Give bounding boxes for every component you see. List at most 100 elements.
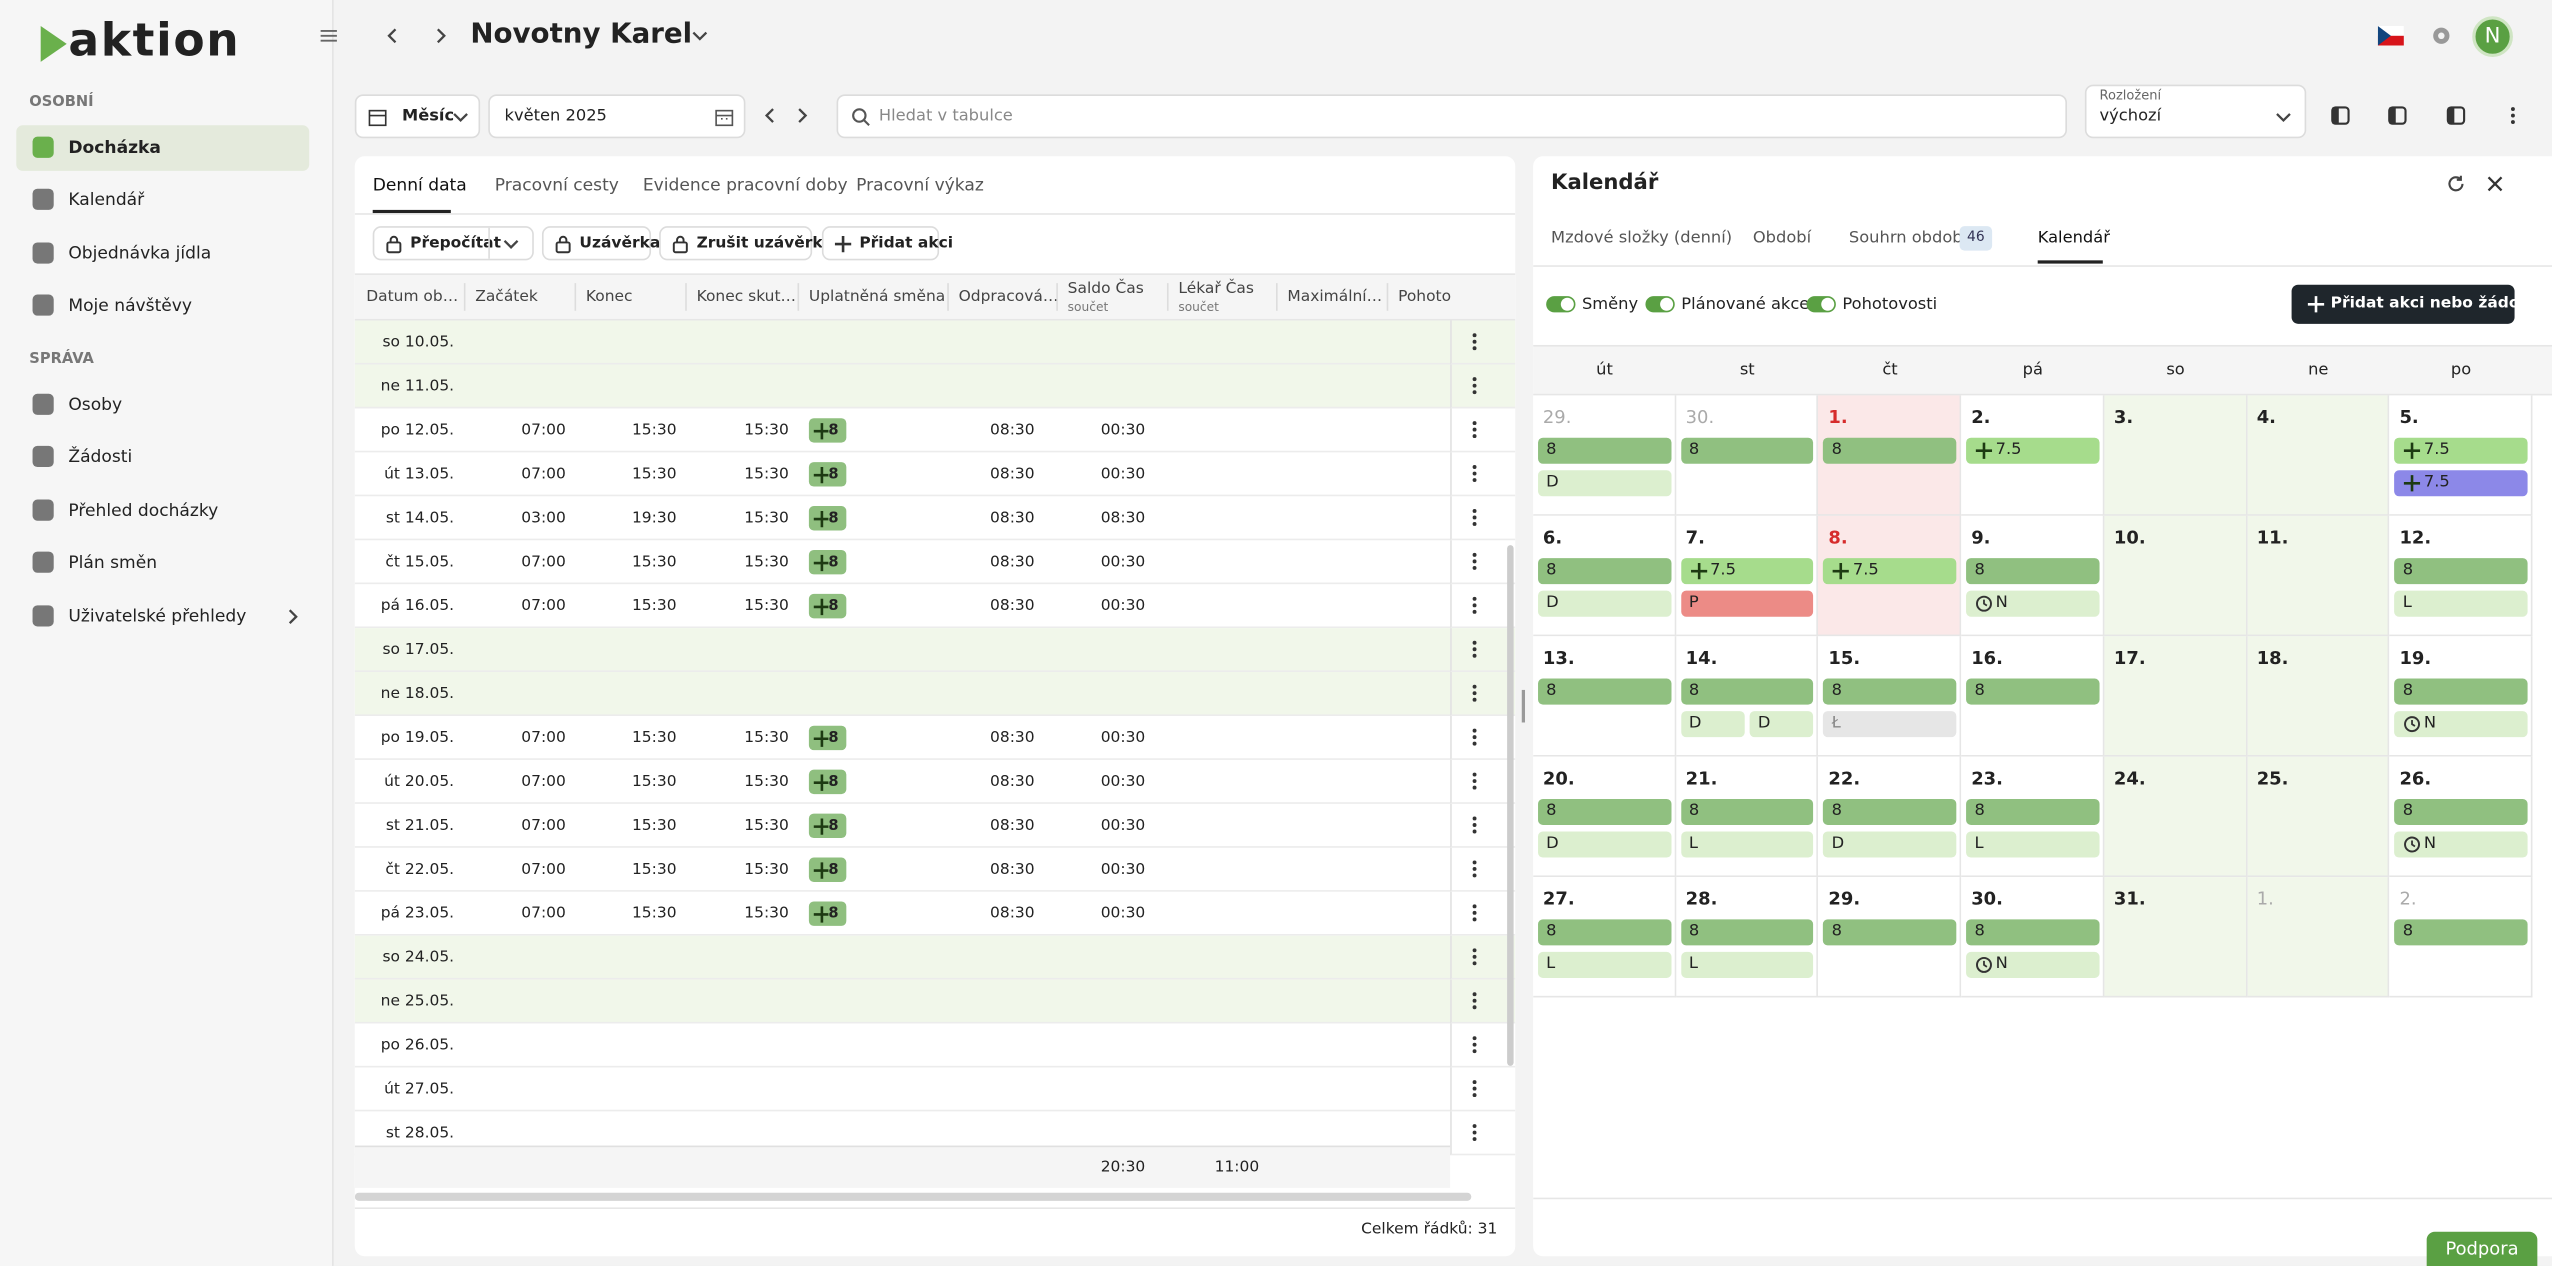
column-header[interactable]: Začátek — [475, 288, 538, 306]
chip[interactable]: D — [1538, 470, 1671, 496]
day-cell[interactable]: 20.8D — [1533, 757, 1676, 877]
toggle[interactable] — [1645, 296, 1674, 312]
day-cell[interactable]: 17. — [2104, 636, 2247, 756]
day-cell[interactable]: 11. — [2247, 516, 2390, 636]
day-cell[interactable]: 8.7.5 — [1819, 516, 1962, 636]
chip[interactable]: 8 — [1824, 438, 1957, 464]
chip[interactable]: D — [1750, 711, 1814, 737]
nav-item[interactable]: Plán směn — [16, 541, 309, 587]
tab[interactable]: Evidence pracovní doby — [643, 176, 848, 196]
day-cell[interactable]: 1.8 — [1819, 395, 1962, 515]
day-cell[interactable]: 7.7.5P — [1676, 516, 1819, 636]
support-button[interactable]: Podpora — [2427, 1232, 2538, 1266]
day-cell[interactable]: 31. — [2104, 877, 2247, 997]
day-cell[interactable]: 19.8N — [2390, 636, 2533, 756]
action-button[interactable]: Zrušit uzávěrku — [659, 226, 812, 260]
chip[interactable]: D — [1538, 831, 1671, 857]
chip[interactable]: 7.5 — [1681, 558, 1814, 584]
chip[interactable]: 7.5 — [2395, 438, 2528, 464]
tab[interactable]: Pracovní výkaz — [856, 176, 984, 196]
day-cell[interactable]: 23.8L — [1961, 757, 2104, 877]
nav-item[interactable]: Přehled docházky — [16, 488, 309, 534]
nav-item[interactable]: Moje návštěvy — [16, 283, 309, 329]
day-cell[interactable]: 6.8D — [1533, 516, 1676, 636]
chip[interactable]: N — [2395, 711, 2528, 737]
day-cell[interactable]: 15.8Ł — [1819, 636, 1962, 756]
day-cell[interactable]: 14.8DD — [1676, 636, 1819, 756]
column-header[interactable]: Datum ob… — [366, 288, 458, 306]
chip[interactable]: 8 — [2395, 679, 2528, 705]
chip[interactable]: D — [1681, 711, 1745, 737]
period-input[interactable]: květen 2025 — [488, 94, 745, 138]
day-cell[interactable]: 22.8D — [1819, 757, 1962, 877]
day-cell[interactable]: 26.8N — [2390, 757, 2533, 877]
tab[interactable]: Pracovní cesty — [495, 176, 619, 196]
chip[interactable]: N — [1966, 591, 2099, 617]
chip[interactable]: 8 — [1538, 679, 1671, 705]
period-mode[interactable]: Měsíc — [355, 94, 480, 138]
chip[interactable]: 8 — [1966, 919, 2099, 945]
nav-item[interactable]: Osoby — [16, 382, 309, 428]
column-header[interactable]: Saldo Čas — [1068, 280, 1144, 298]
day-cell[interactable]: 10. — [2104, 516, 2247, 636]
chip[interactable]: N — [2395, 831, 2528, 857]
chip[interactable]: Ł — [1824, 711, 1957, 737]
column-header[interactable]: Konec — [586, 288, 633, 306]
column-header[interactable]: Lékař Čas — [1178, 280, 1254, 298]
chip[interactable]: 7.5 — [1824, 558, 1957, 584]
column-header[interactable]: Uplatněná směna — [809, 288, 945, 306]
toggle[interactable] — [1807, 296, 1836, 312]
tab[interactable]: Mzdové složky (denní) — [1551, 229, 1732, 247]
chip[interactable]: 8 — [2395, 558, 2528, 584]
chip[interactable]: 8 — [1824, 679, 1957, 705]
column-header[interactable]: Odpracová… — [959, 288, 1059, 306]
chip[interactable]: 8 — [1966, 799, 2099, 825]
action-button[interactable]: Uzávěrka — [542, 226, 651, 260]
day-cell[interactable]: 24. — [2104, 757, 2247, 877]
day-cell[interactable]: 13.8 — [1533, 636, 1676, 756]
chip[interactable]: 8 — [1681, 919, 1814, 945]
day-cell[interactable]: 1. — [2247, 877, 2390, 997]
chip[interactable]: 8 — [1538, 558, 1671, 584]
day-cell[interactable]: 4. — [2247, 395, 2390, 515]
day-cell[interactable]: 27.8L — [1533, 877, 1676, 997]
chip[interactable]: L — [1681, 831, 1814, 857]
chip[interactable]: 8 — [1538, 919, 1671, 945]
column-header[interactable]: Pohoto — [1398, 288, 1451, 306]
tab[interactable]: Kalendář — [2038, 229, 2110, 247]
chip[interactable]: 7.5 — [1966, 438, 2099, 464]
chip[interactable]: D — [1538, 591, 1671, 617]
nav-item[interactable]: Docházka — [16, 125, 309, 171]
chip[interactable]: 8 — [1824, 919, 1957, 945]
day-cell[interactable]: 30.8N — [1961, 877, 2104, 997]
chip[interactable]: L — [1538, 952, 1671, 978]
tab[interactable]: Denní data — [373, 176, 467, 196]
chip[interactable]: 8 — [1681, 438, 1814, 464]
day-cell[interactable]: 2.8 — [2390, 877, 2533, 997]
action-button[interactable]: Přidat akci — [822, 226, 939, 260]
chip[interactable]: 8 — [1966, 558, 2099, 584]
chip[interactable]: 8 — [1538, 799, 1671, 825]
day-cell[interactable]: 21.8L — [1676, 757, 1819, 877]
chip[interactable]: 8 — [1538, 438, 1671, 464]
day-cell[interactable]: 29.8D — [1533, 395, 1676, 515]
day-cell[interactable]: 12.8L — [2390, 516, 2533, 636]
chip[interactable]: L — [2395, 591, 2528, 617]
chip[interactable]: 8 — [2395, 919, 2528, 945]
chip[interactable]: 8 — [1824, 799, 1957, 825]
tab[interactable]: Období — [1753, 229, 1811, 247]
chip[interactable]: L — [1966, 831, 2099, 857]
nav-item[interactable]: Kalendář — [16, 178, 309, 224]
nav-item[interactable]: Objednávka jídla — [16, 231, 309, 277]
day-cell[interactable]: 3. — [2104, 395, 2247, 515]
chip[interactable]: P — [1681, 591, 1814, 617]
chip[interactable]: 8 — [1966, 679, 2099, 705]
day-cell[interactable]: 16.8 — [1961, 636, 2104, 756]
day-cell[interactable]: 5.7.57.5 — [2390, 395, 2533, 515]
chip[interactable]: N — [1966, 952, 2099, 978]
day-cell[interactable]: 2.7.5 — [1961, 395, 2104, 515]
column-header[interactable]: Konec skut… — [697, 288, 796, 306]
tab[interactable]: Souhrn období — [1849, 229, 1967, 247]
chip[interactable]: 8 — [2395, 799, 2528, 825]
chip[interactable]: 8 — [1681, 679, 1814, 705]
